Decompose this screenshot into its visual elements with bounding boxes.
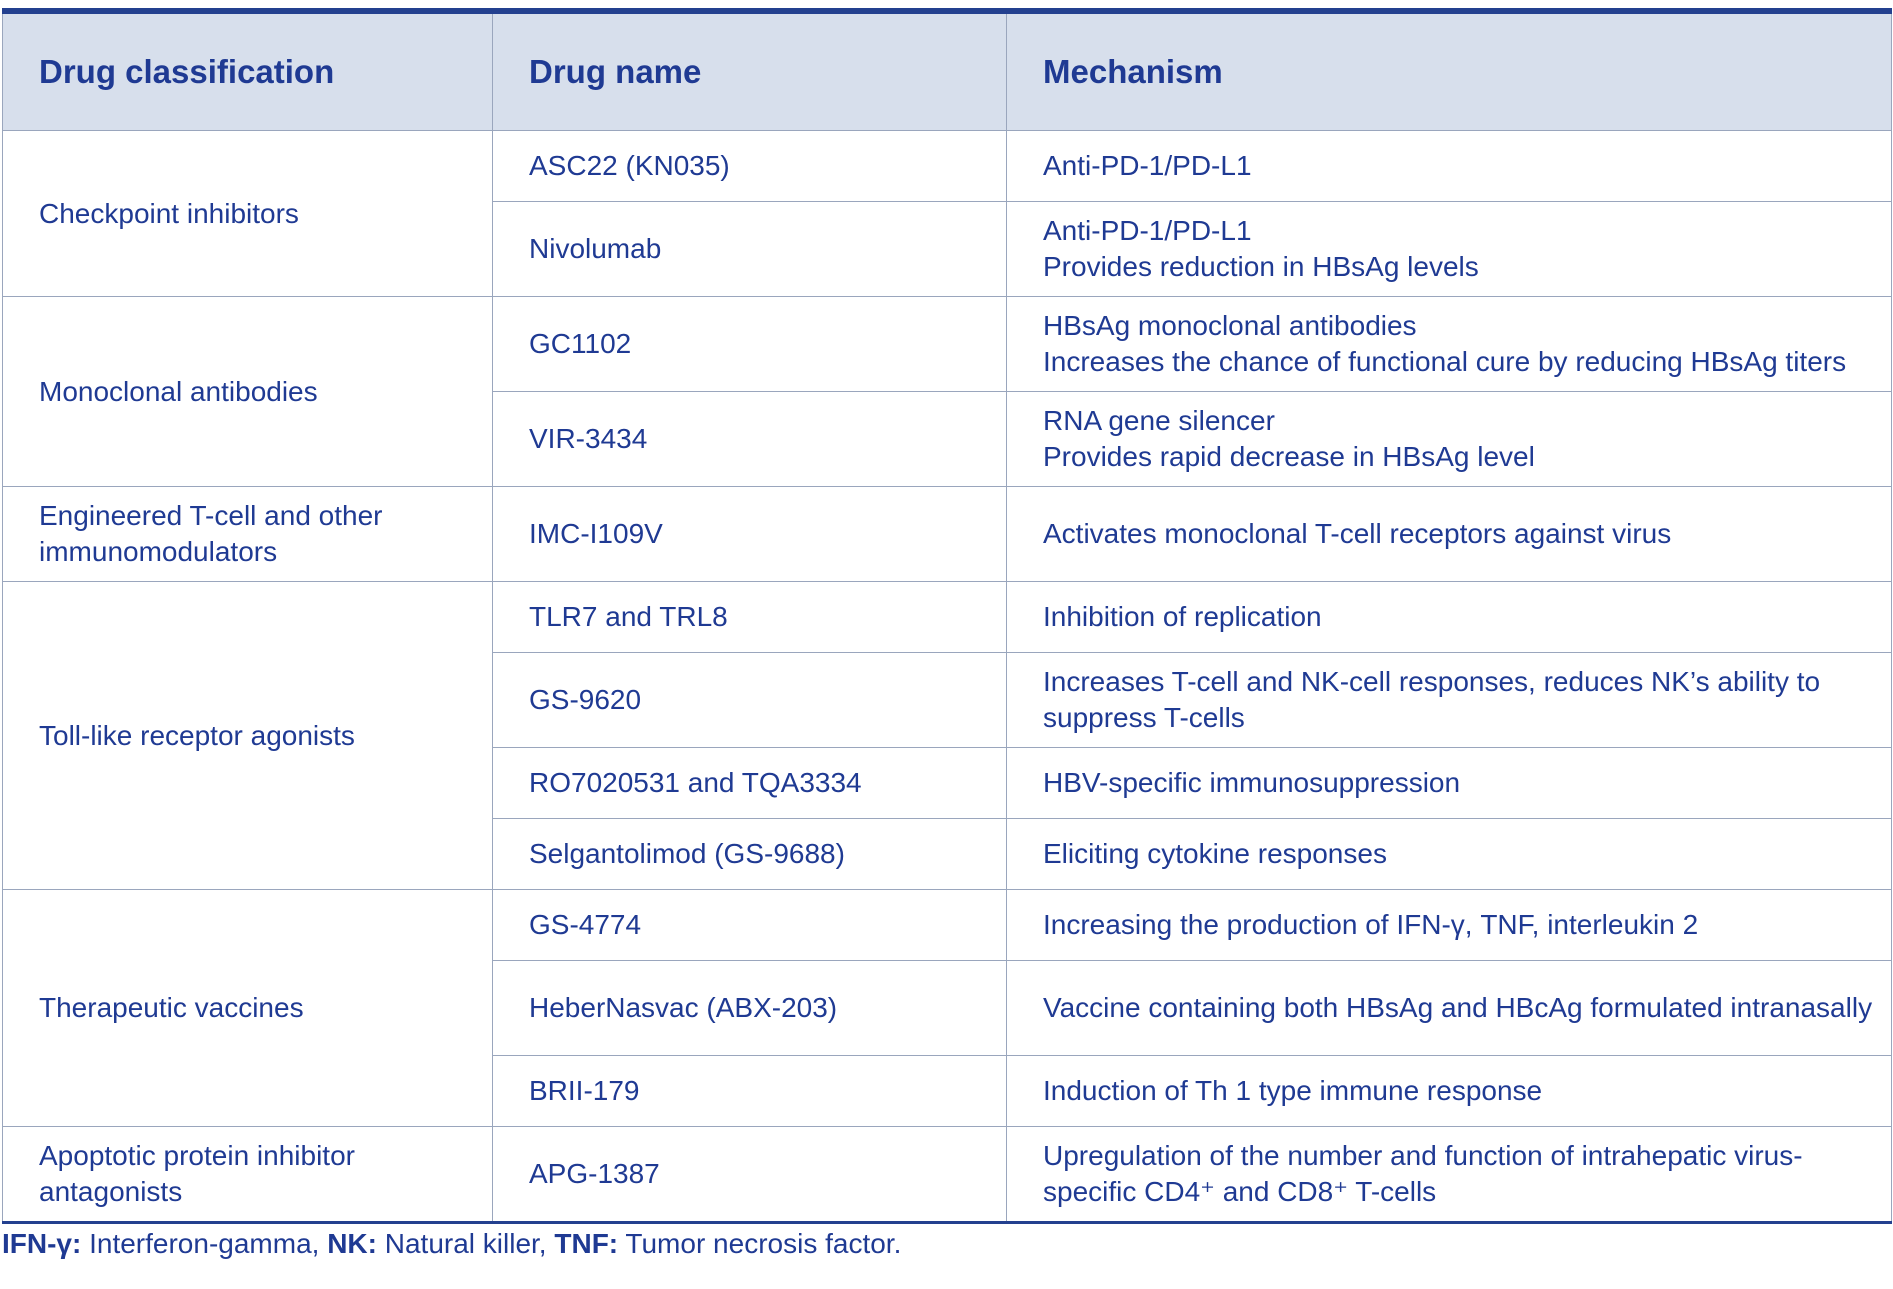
mechanism-cell: Upregulation of the number and function …	[1006, 1126, 1892, 1224]
table-row: Toll-like receptor agonists TLR7 and TRL8…	[2, 581, 1892, 890]
drug-name-cell: VIR-3434	[492, 391, 1007, 487]
drug-classification-cell: Checkpoint inhibitors	[2, 130, 493, 297]
mechanism-line: Upregulation of the number and function …	[1043, 1140, 1803, 1207]
drug-classification-cell: Toll-like receptor agonists	[2, 581, 493, 890]
drug-name-cell: BRII-179	[492, 1055, 1007, 1127]
drug-name-cell: Nivolumab	[492, 201, 1007, 297]
drug-classification-cell: Therapeutic vaccines	[2, 889, 493, 1127]
drug-table: Drug classification Drug name Mechanism …	[2, 8, 1892, 1224]
header-drug-classification: Drug classification	[2, 8, 493, 131]
table-body: Checkpoint inhibitors ASC22 (KN035) Anti-P…	[2, 130, 1892, 1224]
mechanism-cell: HBsAg monoclonal antibodies Increases the…	[1006, 296, 1892, 392]
header-mechanism: Mechanism	[1006, 8, 1892, 131]
mechanism-cell: RNA gene silencer Provides rapid decrease…	[1006, 391, 1892, 487]
footnote: IFN-γ: Interferon-gamma, NK: Natural kil…	[2, 1228, 901, 1260]
table-row: Nivolumab Anti-PD-1/PD-L1 Provides reducti…	[3, 201, 1892, 297]
mechanism-cell: Inhibition of replication	[1006, 581, 1892, 653]
table-header: Drug classification Drug name Mechanism	[2, 8, 1892, 131]
footnote-abbreviation: IFN-γ:	[2, 1228, 82, 1259]
drug-table-container: Drug classification Drug name Mechanism …	[2, 8, 1892, 1224]
table-row: Checkpoint inhibitors ASC22 (KN035) Anti-P…	[2, 130, 1892, 297]
mechanism-cell: Increasing the production of IFN-γ, TNF,…	[1006, 889, 1892, 961]
drug-classification-cell: Apoptotic protein inhibitor antagonists	[2, 1126, 493, 1224]
footnote-abbreviation: NK:	[327, 1228, 377, 1259]
table-row: RO7020531 and TQA3334 HBV-specific immuno…	[3, 747, 1892, 819]
table-row: Monoclonal antibodies GC1102 HBsAg monoclo…	[2, 296, 1892, 487]
mechanism-cell: Anti-PD-1/PD-L1	[1006, 130, 1892, 202]
drug-name-cell: ASC22 (KN035)	[492, 130, 1007, 202]
mechanism-line: Increases the chance of functional cure …	[1043, 346, 1847, 377]
header-drug-name: Drug name	[492, 8, 1007, 131]
mechanism-line: HBsAg monoclonal antibodies	[1043, 310, 1417, 341]
table-row: HeberNasvac (ABX-203) Vaccine containing …	[3, 960, 1892, 1056]
mechanism-line: Inhibition of replication	[1043, 601, 1322, 632]
footnote-abbreviation: TNF:	[554, 1228, 619, 1259]
mechanism-line: HBV-specific immunosuppression	[1043, 767, 1461, 798]
mechanism-line: Eliciting cytokine responses	[1043, 838, 1387, 869]
mechanism-line: Induction of Th 1 type immune response	[1043, 1075, 1543, 1106]
drug-name-cell: GC1102	[492, 296, 1007, 392]
mechanism-line: Anti-PD-1/PD-L1	[1043, 150, 1252, 181]
drug-name-cell: GS-9620	[492, 652, 1007, 748]
mechanism-line: Provides reduction in HBsAg levels	[1043, 251, 1479, 282]
mechanism-line: Increasing the production of IFN-γ, TNF,…	[1043, 909, 1699, 940]
drug-name-cell: RO7020531 and TQA3334	[492, 747, 1007, 819]
table-row: Engineered T-cell and other immunomodula…	[2, 486, 1892, 582]
table-row: Selgantolimod (GS-9688) Eliciting cytokin…	[3, 818, 1892, 890]
drug-name-cell: Selgantolimod (GS-9688)	[492, 818, 1007, 890]
mechanism-cell: Activates monoclonal T-cell receptors ag…	[1006, 486, 1892, 582]
mechanism-cell: Anti-PD-1/PD-L1 Provides reduction in HBs…	[1006, 201, 1892, 297]
mechanism-line: Anti-PD-1/PD-L1	[1043, 215, 1252, 246]
mechanism-cell: HBV-specific immunosuppression	[1006, 747, 1892, 819]
mechanism-line: Vaccine containing both HBsAg and HBcAg …	[1043, 992, 1873, 1023]
drug-classification-cell: Monoclonal antibodies	[2, 296, 493, 487]
mechanism-line: Increases T-cell and NK-cell responses, …	[1043, 666, 1821, 733]
mechanism-cell: Vaccine containing both HBsAg and HBcAg …	[1006, 960, 1892, 1056]
mechanism-line: RNA gene silencer	[1043, 405, 1275, 436]
table-row: GS-9620 Increases T-cell and NK-cell resp…	[3, 652, 1892, 748]
mechanism-cell: Increases T-cell and NK-cell responses, …	[1006, 652, 1892, 748]
drug-name-cell: GS-4774	[492, 889, 1007, 961]
drug-classification-cell: Engineered T-cell and other immunomodula…	[2, 486, 493, 582]
mechanism-line: Activates monoclonal T-cell receptors ag…	[1043, 518, 1672, 549]
mechanism-cell: Eliciting cytokine responses	[1006, 818, 1892, 890]
drug-name-cell: HeberNasvac (ABX-203)	[492, 960, 1007, 1056]
footnote-definition: Interferon-gamma,	[81, 1228, 328, 1259]
table-row: VIR-3434 RNA gene silencer Provides rapid …	[3, 391, 1892, 487]
drug-name-cell: TLR7 and TRL8	[492, 581, 1007, 653]
drug-name-cell: APG-1387	[492, 1126, 1007, 1224]
drug-name-cell: IMC-I109V	[492, 486, 1007, 582]
mechanism-cell: Induction of Th 1 type immune response	[1006, 1055, 1892, 1127]
table-row: BRII-179 Induction of Th 1 type immune re…	[3, 1055, 1892, 1127]
footnote-definition: Tumor necrosis factor.	[618, 1228, 902, 1259]
mechanism-line: Provides rapid decrease in HBsAg level	[1043, 441, 1535, 472]
header-row: Drug classification Drug name Mechanism	[2, 8, 1892, 131]
table-row: Apoptotic protein inhibitor antagonists A…	[2, 1126, 1892, 1224]
table-row: Therapeutic vaccines GS-4774 Increasing th…	[2, 889, 1892, 1127]
footnote-definition: Natural killer,	[376, 1228, 555, 1259]
